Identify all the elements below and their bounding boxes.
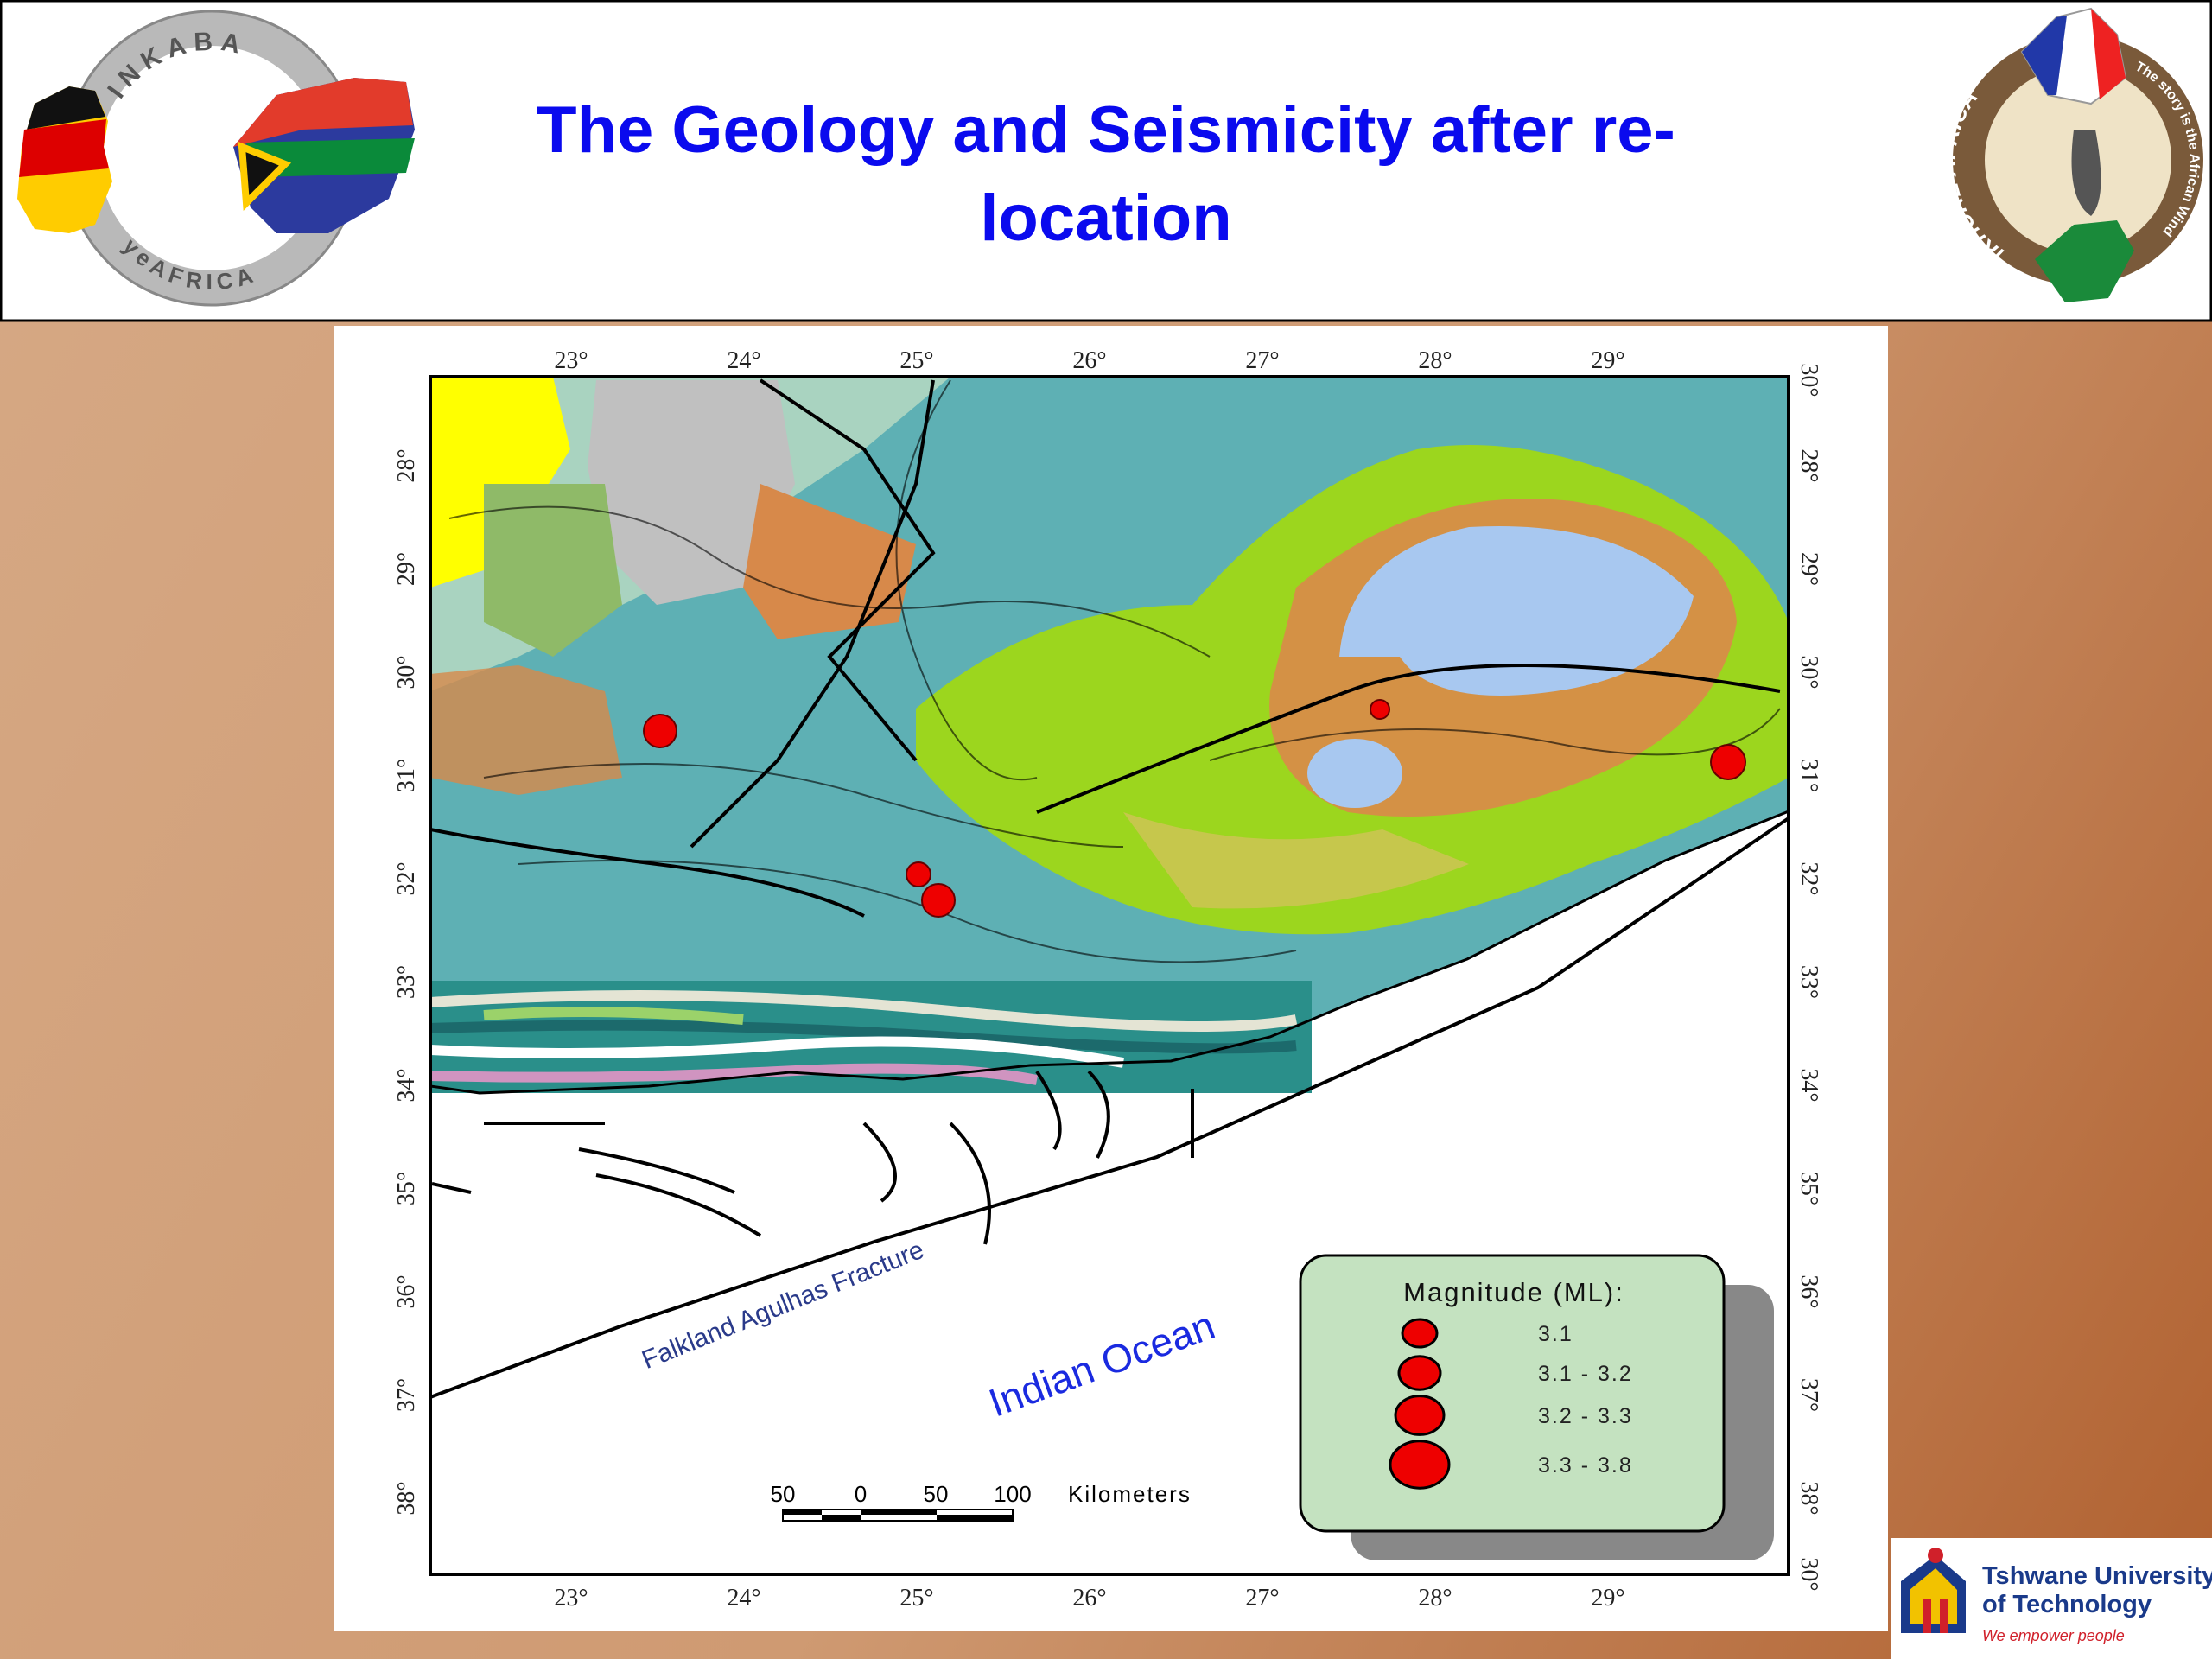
legend-label: 3.1 — [1538, 1322, 1573, 1346]
lat-label: 30° — [1796, 363, 1822, 397]
earthquake — [1710, 744, 1746, 780]
lat-label: 34° — [1796, 1068, 1822, 1102]
scale-label: 100 — [994, 1481, 1031, 1507]
earthquake — [906, 861, 931, 887]
geology-map — [429, 375, 1790, 1576]
lat-label: 33° — [393, 965, 420, 999]
lon-label: 28° — [1418, 347, 1452, 374]
lon-label: 29° — [1591, 347, 1624, 374]
lon-label: 27° — [1245, 1585, 1279, 1611]
lat-label: 30° — [1796, 655, 1822, 689]
earthquake — [1370, 699, 1390, 720]
lat-label: 29° — [393, 552, 420, 586]
lon-label: 26° — [1072, 347, 1106, 374]
lon-label: 24° — [727, 347, 760, 374]
lat-label: 36° — [393, 1274, 420, 1308]
legend-label: 3.2 - 3.3 — [1538, 1404, 1633, 1428]
scale-label: 0 — [855, 1481, 867, 1507]
logo-tagline: We empower people — [1982, 1627, 2125, 1644]
legend-label: 3.1 - 3.2 — [1538, 1362, 1633, 1386]
lat-label: 32° — [393, 861, 420, 895]
lon-label: 28° — [1418, 1585, 1452, 1611]
lat-label: 30° — [1796, 1557, 1822, 1591]
lat-label: 30° — [393, 655, 420, 689]
slide-title: The Geology and Seismicity after re-loca… — [537, 93, 1675, 255]
lat-label: 34° — [393, 1068, 420, 1102]
lat-label: 35° — [393, 1172, 420, 1205]
scale-label: 50 — [924, 1481, 949, 1507]
lat-label: 31° — [1796, 759, 1822, 792]
earthquake — [643, 714, 677, 748]
lat-label: 37° — [1796, 1378, 1822, 1412]
lat-label: 28° — [393, 448, 420, 482]
legend-label: 3.3 - 3.8 — [1538, 1453, 1633, 1478]
lat-label: 38° — [1796, 1481, 1822, 1515]
logo-name: Tshwane University — [1982, 1562, 2212, 1590]
lon-label: 25° — [899, 347, 933, 374]
lat-label: 28° — [1796, 448, 1822, 482]
scale-unit: Kilometers — [1068, 1481, 1192, 1507]
lat-label: 35° — [1796, 1172, 1822, 1205]
lon-label: 24° — [727, 1585, 760, 1611]
legend-symbol — [1394, 1395, 1446, 1436]
lat-label: 37° — [393, 1378, 420, 1412]
lat-label: 36° — [1796, 1274, 1822, 1308]
lon-label: 23° — [554, 347, 588, 374]
legend-title: Magnitude (ML): — [1403, 1277, 1624, 1307]
lon-label: 27° — [1245, 347, 1279, 374]
lat-label: 29° — [1796, 552, 1822, 586]
lon-label: 26° — [1072, 1585, 1106, 1611]
lon-label: 29° — [1591, 1585, 1624, 1611]
lon-label: 25° — [899, 1585, 933, 1611]
lat-label: 32° — [1796, 861, 1822, 895]
legend-symbol — [1401, 1318, 1439, 1349]
tut-logo: Tshwane University of Technology We empo… — [1891, 1538, 2212, 1659]
logo-name: of Technology — [1982, 1591, 2152, 1618]
ikhure-logo: iKHURE AFRICA The story is the African W… — [1935, 7, 2203, 302]
lat-label: 33° — [1796, 965, 1822, 999]
scale-bar — [782, 1509, 1014, 1522]
legend-symbol — [1389, 1440, 1451, 1490]
earthquake — [921, 883, 956, 918]
lat-label: 31° — [393, 759, 420, 792]
lon-label: 23° — [554, 1585, 588, 1611]
legend-symbol — [1397, 1355, 1442, 1391]
map-frame — [429, 375, 1790, 1576]
scale-label: 50 — [771, 1481, 796, 1507]
lat-label: 38° — [393, 1481, 420, 1515]
